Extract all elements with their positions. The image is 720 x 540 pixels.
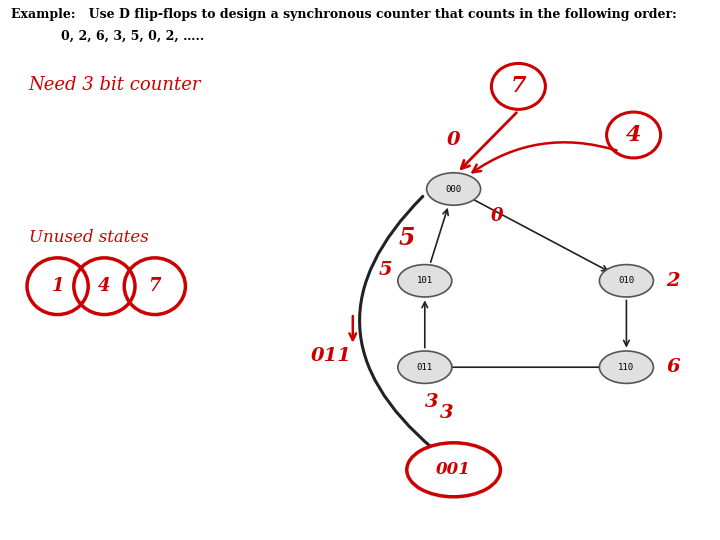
Text: Unused states: Unused states bbox=[29, 230, 148, 246]
Text: 010: 010 bbox=[618, 276, 634, 285]
Text: 011: 011 bbox=[311, 347, 351, 366]
Text: 1: 1 bbox=[51, 277, 64, 295]
Text: 0: 0 bbox=[447, 131, 460, 150]
Text: 011: 011 bbox=[417, 363, 433, 372]
Text: 000: 000 bbox=[446, 185, 462, 193]
Ellipse shape bbox=[397, 265, 452, 297]
Ellipse shape bbox=[407, 443, 500, 497]
Text: 4: 4 bbox=[626, 124, 642, 146]
Text: 110: 110 bbox=[618, 363, 634, 372]
Text: Example:   Use D flip-flops to design a synchronous counter that counts in the f: Example: Use D flip-flops to design a sy… bbox=[11, 8, 677, 21]
Text: 7: 7 bbox=[510, 76, 526, 97]
Text: 5: 5 bbox=[399, 226, 415, 249]
Text: 5: 5 bbox=[379, 261, 392, 279]
Text: 2: 2 bbox=[667, 272, 680, 290]
FancyArrowPatch shape bbox=[359, 197, 433, 449]
Text: 0, 2, 6, 3, 5, 0, 2, …..: 0, 2, 6, 3, 5, 0, 2, ….. bbox=[61, 30, 204, 43]
Text: 101: 101 bbox=[417, 276, 433, 285]
Ellipse shape bbox=[397, 351, 452, 383]
Ellipse shape bbox=[599, 265, 654, 297]
Text: 001: 001 bbox=[436, 461, 471, 478]
Text: 3: 3 bbox=[426, 393, 438, 411]
Text: 6: 6 bbox=[667, 358, 680, 376]
Text: Need 3 bit counter: Need 3 bit counter bbox=[29, 76, 202, 93]
Ellipse shape bbox=[426, 173, 481, 205]
Ellipse shape bbox=[599, 351, 654, 383]
Text: 3: 3 bbox=[440, 404, 453, 422]
Text: 0: 0 bbox=[490, 207, 503, 225]
Text: 7: 7 bbox=[148, 277, 161, 295]
Text: 4: 4 bbox=[98, 277, 111, 295]
